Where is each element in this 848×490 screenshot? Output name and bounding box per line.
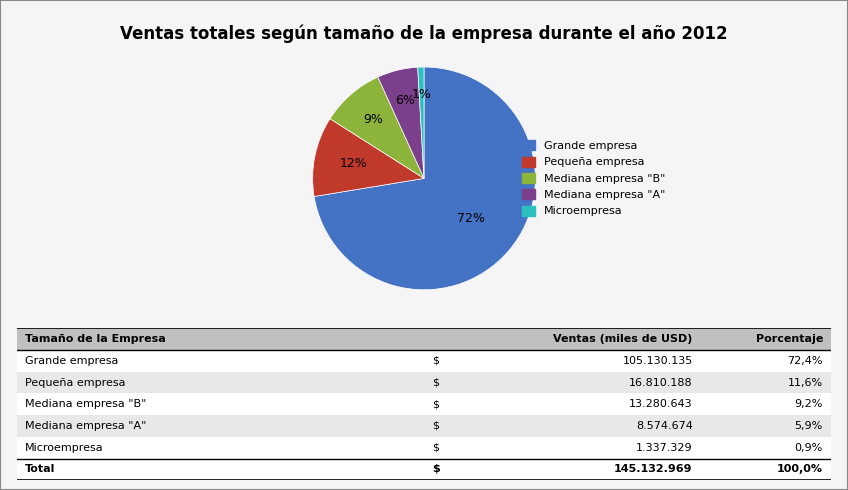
Text: $: $ [432, 356, 439, 366]
FancyBboxPatch shape [17, 415, 831, 437]
Text: 9,2%: 9,2% [795, 399, 823, 409]
Text: $: $ [432, 465, 440, 474]
FancyBboxPatch shape [17, 350, 831, 372]
Text: Total: Total [25, 465, 55, 474]
FancyBboxPatch shape [17, 393, 831, 415]
Text: Ventas totales según tamaño de la empresa durante el año 2012: Ventas totales según tamaño de la empres… [120, 24, 728, 43]
Text: $: $ [432, 421, 439, 431]
FancyBboxPatch shape [17, 459, 831, 480]
Wedge shape [378, 67, 424, 178]
Text: 5,9%: 5,9% [795, 421, 823, 431]
Text: 16.810.188: 16.810.188 [629, 378, 693, 388]
Legend: Grande empresa, Pequeña empresa, Mediana empresa "B", Mediana empresa "A", Micro: Grande empresa, Pequeña empresa, Mediana… [519, 137, 669, 220]
Text: 8.574.674: 8.574.674 [636, 421, 693, 431]
Wedge shape [330, 77, 424, 178]
Text: 0,9%: 0,9% [795, 442, 823, 453]
Text: 9%: 9% [363, 113, 382, 126]
Text: Grande empresa: Grande empresa [25, 356, 119, 366]
Text: Microempresa: Microempresa [25, 442, 103, 453]
Text: Tamaño de la Empresa: Tamaño de la Empresa [25, 334, 166, 344]
Text: 12%: 12% [339, 157, 367, 171]
Text: $: $ [432, 442, 439, 453]
FancyBboxPatch shape [17, 437, 831, 459]
Text: 145.132.969: 145.132.969 [614, 465, 693, 474]
Text: Mediana empresa "A": Mediana empresa "A" [25, 421, 147, 431]
Wedge shape [418, 67, 424, 178]
Text: 1%: 1% [411, 88, 432, 101]
Text: Pequeña empresa: Pequeña empresa [25, 378, 126, 388]
Text: $: $ [432, 378, 439, 388]
Text: 105.130.135: 105.130.135 [622, 356, 693, 366]
Wedge shape [313, 119, 424, 196]
Text: Porcentaje: Porcentaje [756, 334, 823, 344]
Text: 13.280.643: 13.280.643 [629, 399, 693, 409]
FancyBboxPatch shape [17, 372, 831, 393]
FancyBboxPatch shape [17, 328, 831, 350]
Text: 6%: 6% [395, 94, 415, 107]
Text: $: $ [432, 399, 439, 409]
Text: 11,6%: 11,6% [788, 378, 823, 388]
Text: 72,4%: 72,4% [788, 356, 823, 366]
Wedge shape [314, 67, 535, 290]
Text: Mediana empresa "B": Mediana empresa "B" [25, 399, 147, 409]
Text: 1.337.329: 1.337.329 [636, 442, 693, 453]
Text: Ventas (miles de USD): Ventas (miles de USD) [553, 334, 693, 344]
Text: 72%: 72% [457, 212, 485, 224]
Text: 100,0%: 100,0% [777, 465, 823, 474]
